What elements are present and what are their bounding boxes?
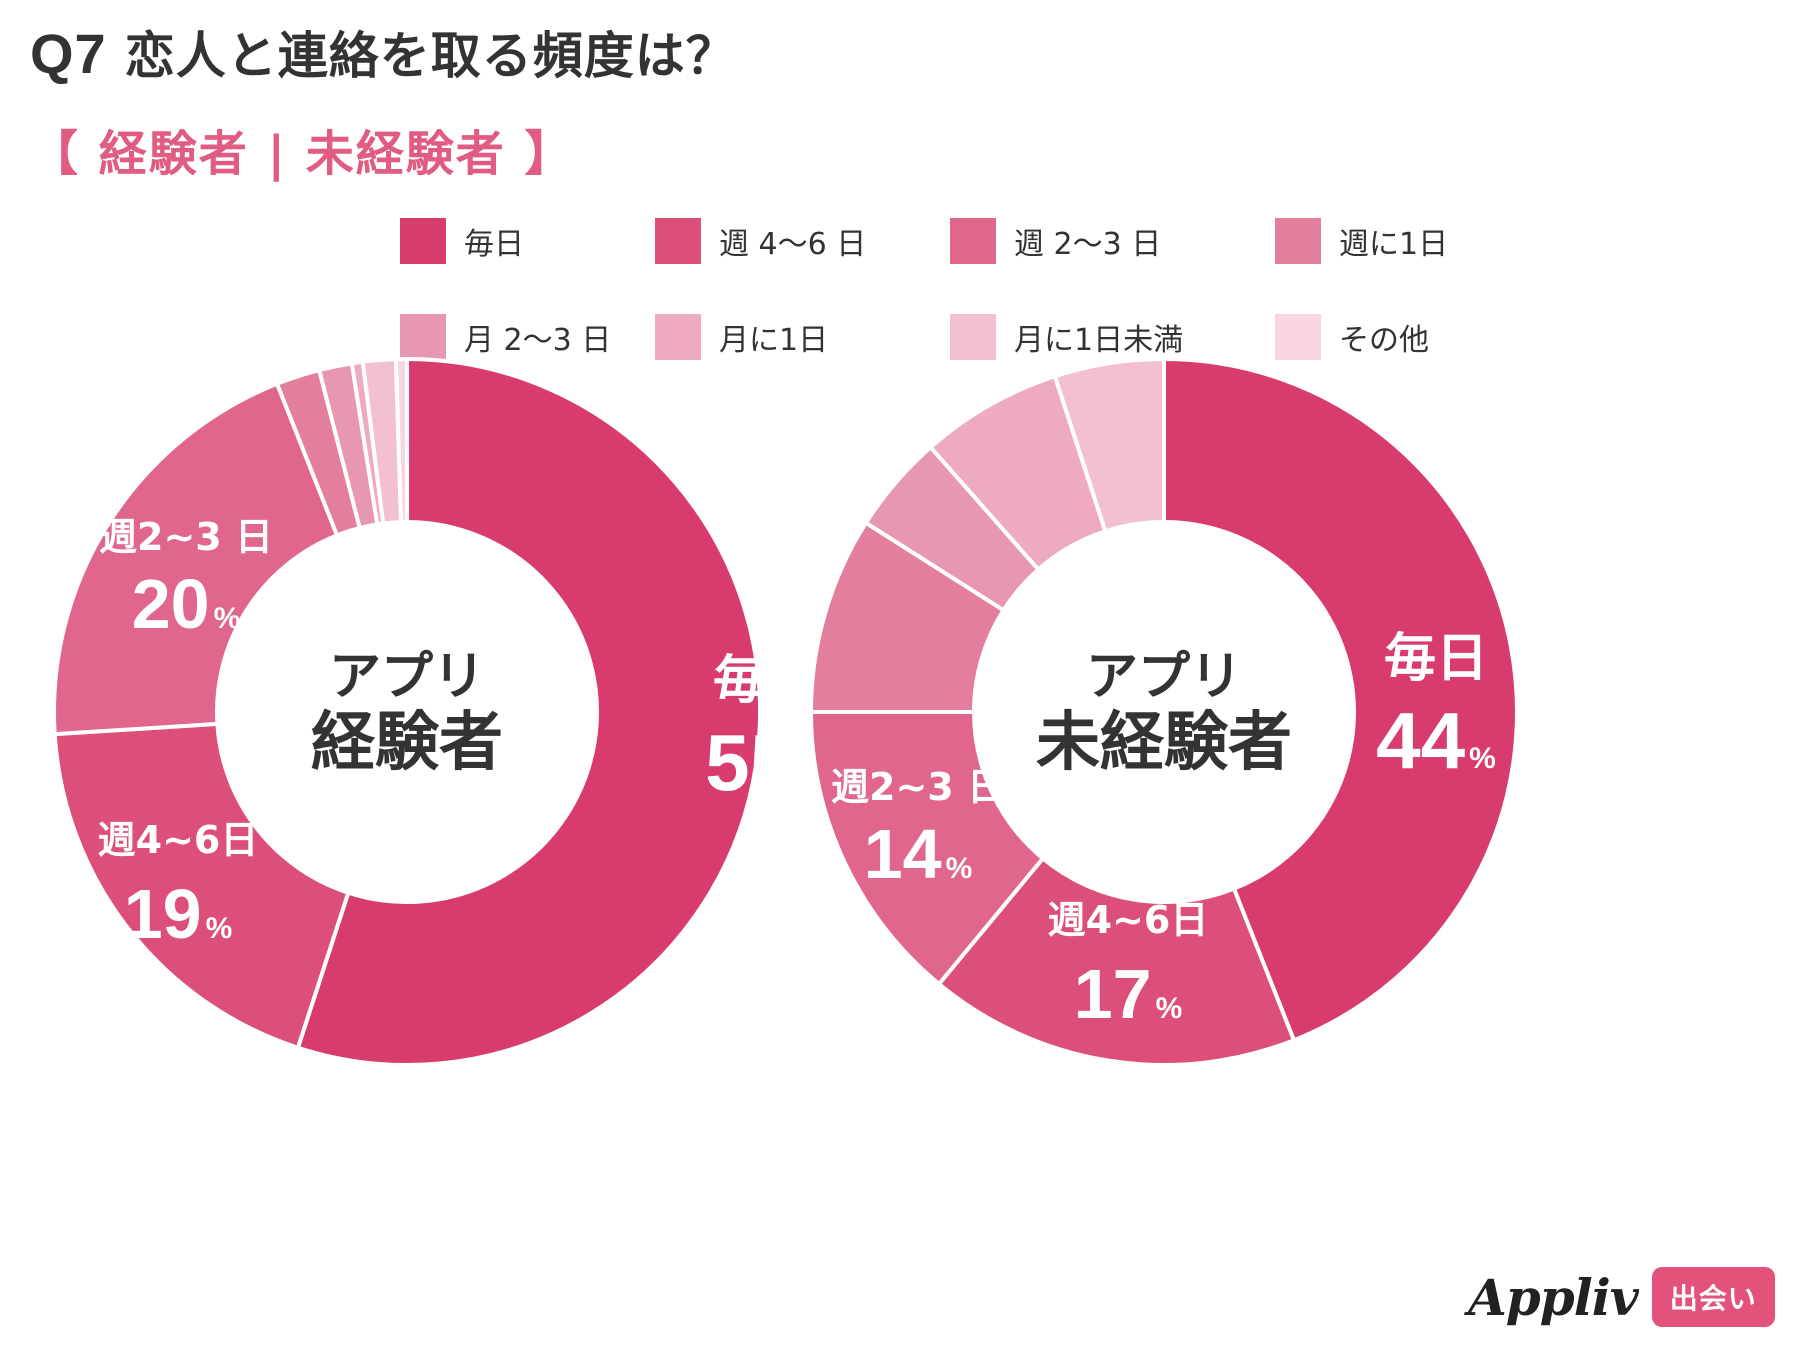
subtitle-inexperienced: 未経験者: [305, 126, 506, 182]
legend-item: 週 4〜6 日: [655, 218, 950, 264]
donut-slice-inexperienced-1: [936, 855, 1297, 1067]
legend-item: 週 2〜3 日: [950, 218, 1275, 264]
legend-swatch: [400, 218, 446, 264]
slice-label-name: 週2~3 日: [99, 515, 273, 559]
legend-item: 月 2〜3 日: [400, 314, 655, 360]
slice-label-value: 17%: [1074, 955, 1183, 1033]
slice-label-value: 44%: [1376, 696, 1496, 785]
slice-label-value: 19%: [124, 875, 233, 953]
subtitle-bracket-close: 】: [524, 126, 575, 182]
subtitle-separator: |: [267, 126, 287, 182]
slice-label-value: 55%: [705, 718, 825, 807]
legend-item: 週に1日: [1275, 218, 1480, 264]
question-text: 恋人と連絡を取る頻度は？: [124, 27, 737, 85]
appliv-logo: Appliv 出会い: [1468, 1262, 1775, 1332]
slice-label-name: 毎日: [713, 651, 817, 711]
chart-legend: 毎日 週 4〜6 日 週 2〜3 日 週に1日 月 2〜3 日 月に1日 月に1…: [400, 218, 1480, 360]
legend-label: 週 4〜6 日: [719, 227, 867, 262]
page-title: Q7 恋人と連絡を取る頻度は？: [30, 16, 737, 88]
legend-item: 毎日: [400, 218, 655, 264]
donut-center-label: 経験者: [311, 706, 503, 780]
legend-swatch: [950, 314, 996, 360]
donut-center-label: アプリ: [329, 647, 485, 707]
legend-label: 週に1日: [1339, 227, 1449, 262]
subtitle-bracket-open: 【: [30, 126, 81, 182]
donut-slice-experienced-1: [52, 721, 351, 1051]
slice-label-name: 週4~6日: [98, 818, 259, 862]
legend-swatch: [655, 314, 701, 360]
legend-label: 週 2〜3 日: [1014, 227, 1162, 262]
donut-slice-inexperienced-6: [1052, 356, 1166, 534]
donut-slice-experienced-7: [393, 356, 409, 525]
legend-swatch: [1275, 314, 1321, 360]
slice-label-name: 週4~6日: [1048, 898, 1209, 942]
question-number: Q7: [30, 22, 107, 85]
legend-item: 月に1日未満: [950, 314, 1275, 360]
subtitle-experienced: 経験者: [98, 126, 249, 182]
donut-slice-inexperienced-0: [1162, 356, 1519, 1043]
logo-badge: 出会い: [1651, 1267, 1775, 1327]
donut-slice-inexperienced-2: [808, 710, 1046, 987]
legend-swatch: [1275, 218, 1321, 264]
legend-swatch: [655, 218, 701, 264]
legend-label: 毎日: [464, 227, 524, 262]
subtitle: 【 経験者 | 未経験者 】: [30, 114, 574, 184]
legend-label: 月 2〜3 日: [464, 323, 612, 358]
slice-label-value: 20%: [132, 565, 241, 643]
legend-label: 月に1日: [719, 323, 829, 358]
legend-label: その他: [1339, 323, 1429, 358]
slice-label-name: 毎日: [1384, 629, 1488, 689]
legend-item: 月に1日: [655, 314, 950, 360]
legend-swatch: [400, 314, 446, 360]
legend-item: その他: [1275, 314, 1480, 360]
legend-label: 月に1日未満: [1014, 323, 1184, 358]
legend-swatch: [950, 218, 996, 264]
logo-wordmark: Appliv: [1468, 1267, 1639, 1327]
slice-label-name: 週2~3 日: [831, 765, 1005, 809]
donut-slice-experienced-0: [295, 356, 762, 1067]
donut-center-label: 未経験者: [1036, 706, 1292, 780]
donut-slice-experienced-2: [52, 381, 340, 737]
donut-center-label: アプリ: [1086, 647, 1242, 707]
slice-label-value: 14%: [864, 815, 973, 893]
